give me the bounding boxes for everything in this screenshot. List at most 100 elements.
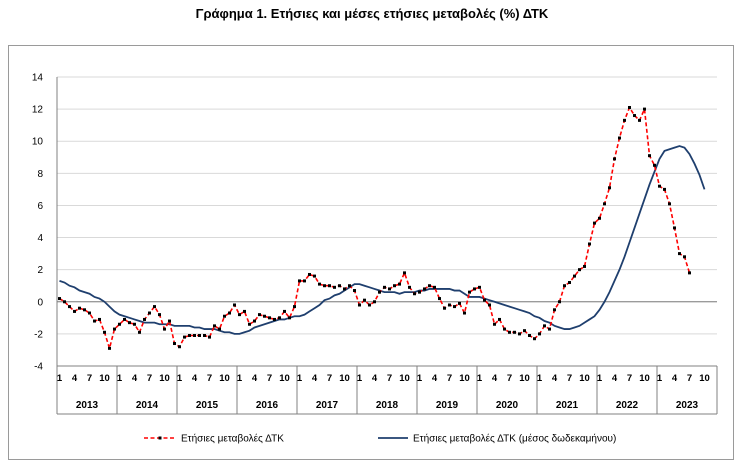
year-tick-label: 2017 [316, 400, 339, 411]
data-point-marker [678, 252, 681, 256]
month-tick-label: 4 [552, 373, 558, 384]
data-point-marker [228, 311, 231, 315]
data-point-marker [168, 319, 171, 323]
month-tick-label: 10 [159, 373, 170, 384]
month-tick-label: 10 [639, 373, 650, 384]
month-tick-label: 1 [357, 373, 363, 384]
data-point-marker [358, 303, 361, 307]
data-point-marker [348, 284, 351, 288]
data-point-marker [363, 298, 366, 302]
month-tick-label: 10 [339, 373, 350, 384]
month-tick-label: 4 [372, 373, 378, 384]
data-point-marker [178, 345, 181, 349]
data-point-marker [418, 290, 421, 294]
month-tick-label: 10 [279, 373, 290, 384]
data-point-marker [118, 322, 121, 326]
y-tick-label: 10 [32, 137, 44, 148]
data-point-marker [648, 154, 651, 158]
data-point-marker [428, 284, 431, 288]
data-point-marker [183, 335, 186, 339]
data-point-marker [513, 330, 516, 334]
data-point-marker [468, 290, 471, 294]
data-point-marker [123, 317, 126, 321]
y-tick-label: -2 [34, 329, 43, 340]
month-tick-label: 4 [612, 373, 618, 384]
month-tick-label: 7 [327, 373, 332, 384]
data-point-marker [58, 297, 61, 301]
data-point-marker [533, 337, 536, 341]
data-point-marker [503, 327, 506, 331]
data-point-marker [563, 284, 566, 288]
data-point-marker [508, 330, 511, 334]
data-point-marker [353, 289, 356, 293]
data-point-marker [253, 319, 256, 323]
month-tick-label: 4 [132, 373, 138, 384]
data-point-marker [158, 313, 161, 317]
data-point-marker [238, 313, 241, 317]
data-point-marker [103, 330, 106, 334]
data-point-marker [658, 184, 661, 188]
data-point-marker [623, 118, 626, 122]
year-tick-label: 2015 [196, 400, 219, 411]
year-tick-label: 2019 [436, 400, 459, 411]
data-point-marker [628, 106, 631, 110]
year-tick-label: 2020 [496, 400, 519, 411]
data-point-marker [368, 303, 371, 307]
series-line-annual [59, 105, 691, 352]
data-point-marker [263, 314, 266, 318]
data-point-marker [243, 309, 246, 313]
data-point-marker [393, 284, 396, 288]
data-point-marker [523, 329, 526, 333]
year-tick-label: 2014 [136, 400, 159, 411]
data-point-marker [458, 301, 461, 305]
data-point-marker [463, 311, 466, 315]
data-point-marker [343, 287, 346, 291]
data-point-marker [203, 333, 206, 337]
data-point-marker [218, 327, 221, 331]
data-point-marker [618, 136, 621, 140]
data-point-marker [208, 335, 211, 339]
data-point-marker [193, 333, 196, 337]
data-point-marker [608, 186, 611, 190]
month-tick-label: 4 [72, 373, 78, 384]
data-point-marker [278, 316, 281, 320]
data-point-marker [88, 311, 91, 315]
month-tick-label: 1 [117, 373, 123, 384]
month-tick-label: 7 [687, 373, 692, 384]
data-point-marker [373, 300, 376, 304]
data-point-marker [298, 279, 301, 283]
data-point-marker [433, 285, 436, 289]
data-point-marker [438, 297, 441, 301]
month-tick-label: 7 [87, 373, 92, 384]
data-point-marker [408, 285, 411, 289]
data-point-marker [153, 305, 156, 309]
data-point-marker [113, 327, 116, 331]
y-tick-label: 4 [37, 233, 43, 244]
data-point-marker [293, 305, 296, 309]
data-point-marker [98, 317, 101, 321]
data-point-marker [473, 287, 476, 291]
data-point-marker [138, 330, 141, 334]
month-tick-label: 1 [417, 373, 423, 384]
data-point-marker [558, 300, 561, 304]
data-point-marker [188, 333, 191, 337]
data-point-marker [258, 313, 261, 317]
month-tick-label: 4 [672, 373, 678, 384]
data-point-marker [483, 298, 486, 302]
month-tick-label: 10 [519, 373, 530, 384]
data-point-marker [133, 322, 136, 326]
data-point-marker [248, 322, 251, 326]
month-tick-label: 7 [387, 373, 392, 384]
y-tick-label: 6 [37, 201, 43, 212]
month-tick-label: 10 [459, 373, 470, 384]
year-tick-label: 2023 [676, 400, 699, 411]
year-tick-label: 2022 [616, 400, 639, 411]
month-tick-label: 4 [252, 373, 258, 384]
series-line-average [59, 145, 706, 335]
data-point-marker [493, 322, 496, 326]
data-point-marker [143, 317, 146, 321]
data-point-marker [423, 287, 426, 291]
data-point-marker [73, 309, 76, 313]
data-point-marker [663, 187, 666, 191]
